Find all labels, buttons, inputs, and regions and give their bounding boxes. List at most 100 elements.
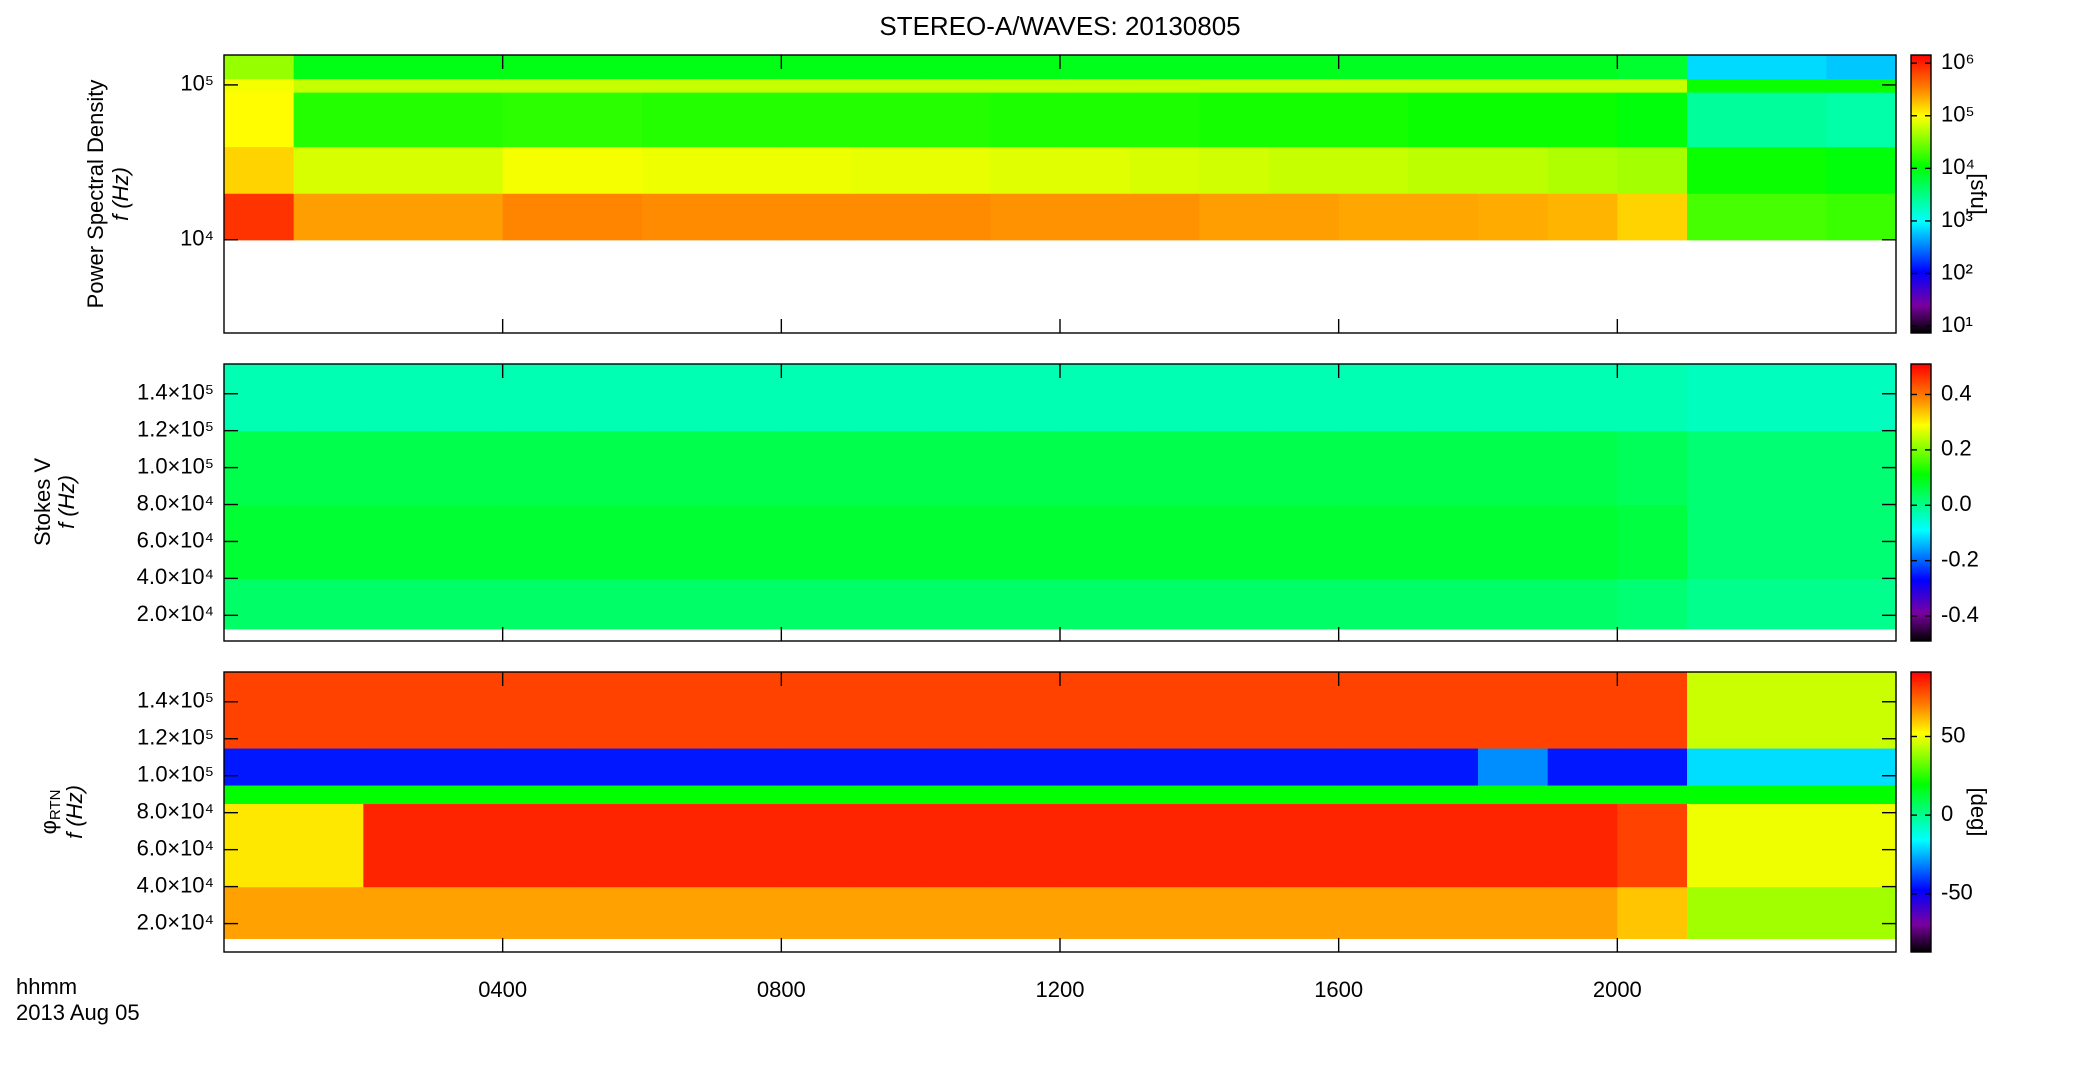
heatmap-cell [433, 78, 504, 93]
heatmap-cell [1617, 55, 1688, 80]
heatmap-cell [224, 193, 295, 241]
heatmap-cell [1060, 78, 1131, 93]
heatmap-cell [920, 504, 991, 579]
heatmap-cell [1547, 504, 1618, 579]
heatmap-cell [363, 193, 434, 241]
heatmap-cell [990, 672, 1061, 749]
heatmap-cell [1338, 886, 1409, 939]
y-axis-label: f (Hz) [62, 785, 87, 839]
heatmap-cell [1756, 578, 1827, 630]
colorbar-tick-label: 0 [1941, 801, 1953, 826]
heatmap-cell [642, 193, 713, 241]
heatmap-cell [920, 193, 991, 241]
heatmap-cell [433, 55, 504, 80]
y-tick-label: 1.0×10⁵ [137, 762, 214, 787]
heatmap-cell [1408, 504, 1479, 579]
heatmap-cell [642, 672, 713, 749]
heatmap-cell [990, 193, 1061, 241]
heatmap-cell [363, 747, 434, 786]
heatmap-cell [781, 504, 852, 579]
heatmap-cell [1756, 747, 1827, 786]
heatmap-cell [1129, 193, 1200, 241]
heatmap-cell [851, 91, 922, 148]
heatmap-cell [363, 146, 434, 194]
heatmap-cell [1478, 886, 1549, 939]
heatmap-cell [224, 78, 295, 93]
heatmap-cell [1547, 784, 1618, 805]
heatmap-cell [1617, 364, 1688, 432]
heatmap-cell [1269, 55, 1340, 80]
y-axis-label: Power Spectral Density [83, 80, 108, 309]
x-tick-label: 0800 [757, 977, 806, 1002]
heatmap-cell [502, 578, 573, 630]
y-tick-label: 8.0×10⁴ [137, 798, 214, 823]
heatmap-cell [572, 803, 643, 888]
heatmap-cell [293, 430, 364, 506]
heatmap-cell [1269, 886, 1340, 939]
heatmap-cell [1269, 784, 1340, 805]
heatmap-cell [920, 146, 991, 194]
heatmap-cell [433, 803, 504, 888]
heatmap-cell [1687, 55, 1758, 80]
heatmap-cell [1408, 747, 1479, 786]
heatmap-cell [502, 146, 573, 194]
colorbar [1910, 54, 1932, 334]
heatmap-cell [1408, 803, 1479, 888]
heatmap-cell [572, 193, 643, 241]
heatmap-cell [433, 784, 504, 805]
heatmap-cell [293, 578, 364, 630]
heatmap-cell [1756, 364, 1827, 432]
heatmap-cell [1478, 193, 1549, 241]
heatmap-cell [502, 504, 573, 579]
y-tick-label: 1.2×10⁵ [137, 416, 214, 441]
heatmap-cell [990, 146, 1061, 194]
heatmap-cell [1547, 578, 1618, 630]
heatmap-cell [1756, 784, 1827, 805]
heatmap-cell [572, 430, 643, 506]
heatmap-cell [363, 803, 434, 888]
heatmap-cell [851, 504, 922, 579]
heatmap-cell [224, 803, 295, 888]
heatmap-cell [781, 78, 852, 93]
heatmap-cell [851, 578, 922, 630]
heatmap-cell [293, 747, 364, 786]
heatmap-cell [293, 55, 364, 80]
heatmap-cell [642, 578, 713, 630]
heatmap-cell [781, 55, 852, 80]
heatmap-cell [851, 886, 922, 939]
heatmap-cell [1060, 672, 1131, 749]
heatmap-cell [1478, 430, 1549, 506]
heatmap-cell [920, 672, 991, 749]
heatmap-cell [363, 578, 434, 630]
date-label: 2013 Aug 05 [16, 1000, 140, 1025]
heatmap-cell [224, 146, 295, 194]
heatmap-cell [1547, 672, 1618, 749]
heatmap-cell [1269, 504, 1340, 579]
heatmap-cell [1129, 886, 1200, 939]
heatmap-cell [502, 55, 573, 80]
heatmap-cell [781, 886, 852, 939]
heatmap-cell [851, 672, 922, 749]
heatmap-cell [224, 55, 295, 80]
heatmap-cell [711, 784, 782, 805]
heatmap-cell [711, 578, 782, 630]
y-tick-label: 1.4×10⁵ [137, 688, 214, 713]
heatmap-cell [920, 803, 991, 888]
heatmap-cell [1269, 430, 1340, 506]
heatmap-cell [1338, 91, 1409, 148]
heatmap-cell [1478, 91, 1549, 148]
y-axis-label: φRTN [36, 790, 64, 835]
y-tick-label: 10⁵ [180, 71, 214, 96]
heatmap-cell [642, 784, 713, 805]
heatmap-cell [1338, 430, 1409, 506]
heatmap-cell [1756, 55, 1827, 80]
heatmap-cell [1269, 78, 1340, 93]
heatmap-cell [1826, 747, 1897, 786]
heatmap-cell [642, 364, 713, 432]
phi-subscript: RTN [47, 790, 64, 821]
heatmap-cell [711, 886, 782, 939]
heatmap-cell [1269, 364, 1340, 432]
y-axis-label: f (Hz) [108, 167, 133, 221]
heatmap-cell [990, 747, 1061, 786]
heatmap-cell [572, 578, 643, 630]
